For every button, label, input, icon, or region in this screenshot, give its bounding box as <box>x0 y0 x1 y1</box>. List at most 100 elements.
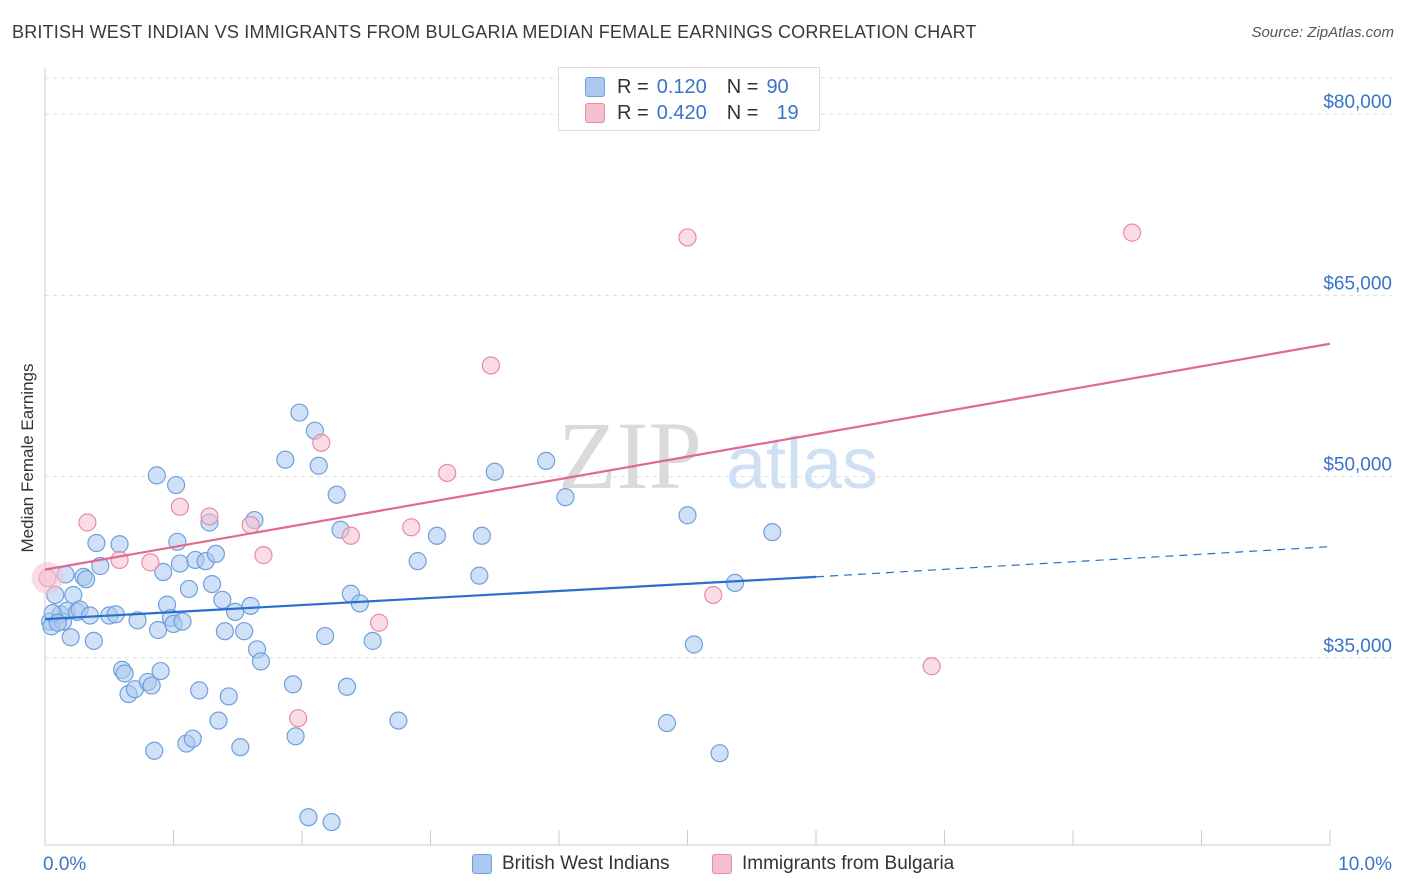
pink-point <box>254 546 273 565</box>
pink-point-large <box>31 562 64 595</box>
y-axis-label: Median Female Earnings <box>18 363 37 553</box>
blue-point <box>235 622 254 641</box>
pink-point <box>402 518 421 537</box>
blue-point <box>408 552 427 571</box>
pink-point <box>110 550 129 570</box>
blue-point <box>190 681 209 700</box>
source-label: Source: ZipAtlas.com <box>1251 24 1394 41</box>
legend-n-value: 90 <box>766 75 789 98</box>
blue-point <box>678 506 697 525</box>
watermark-zip: ZIP <box>558 402 702 509</box>
blue-point <box>309 456 328 475</box>
blue-point <box>299 808 318 827</box>
blue-point <box>128 611 147 630</box>
blue-point <box>77 570 96 589</box>
blue-point <box>322 812 341 832</box>
pink-point <box>141 553 160 572</box>
legend-r-value: 0.420 <box>656 101 707 124</box>
blue-point <box>657 713 677 733</box>
trend-lines <box>44 342 1331 621</box>
pink-point <box>78 513 97 532</box>
bottom-legend-label-blue: British West Indians <box>502 853 670 874</box>
legend-swatch-blue <box>585 77 605 97</box>
pink-point <box>241 515 260 535</box>
chart-title: BRITISH WEST INDIAN VS IMMIGRANTS FROM B… <box>12 22 977 42</box>
legend-r-label: R = <box>617 75 649 98</box>
pink-point <box>438 463 457 483</box>
blue-point <box>470 566 489 585</box>
blue-point <box>710 744 729 763</box>
legend-r-value: 0.120 <box>656 75 707 98</box>
legend-r-label: R = <box>617 101 649 124</box>
blue-point <box>179 579 199 599</box>
blue-point <box>219 687 238 706</box>
blue-point <box>763 523 782 542</box>
blue-point <box>213 590 232 609</box>
blue-point <box>170 554 190 573</box>
blue-point <box>363 631 382 650</box>
blue-point <box>286 727 305 746</box>
pink-point <box>200 507 219 526</box>
tick-labels: $80,000 $65,000 $50,000 $35,000 0.0% 10.0% <box>43 92 1392 875</box>
correlation-legend: R = 0.120 N = 90 R = 0.420 N = 19 <box>558 67 820 131</box>
x-tick-label: 10.0% <box>1338 854 1392 875</box>
pink-point <box>922 657 941 676</box>
blue-point <box>166 475 186 495</box>
trend-line-blue-dashed <box>815 546 1331 578</box>
blue-point <box>427 526 447 545</box>
axes <box>44 68 1331 846</box>
blue-point <box>145 741 164 760</box>
pink-point <box>704 585 723 605</box>
bottom-legend-swatch-pink <box>712 854 732 874</box>
blue-point <box>226 602 245 621</box>
blue-point <box>472 526 491 545</box>
blue-point <box>290 403 309 422</box>
blue-point <box>231 738 250 757</box>
blue-point <box>283 675 303 694</box>
legend-swatch-pink <box>585 103 605 123</box>
blue-point <box>173 612 192 631</box>
blue-point <box>350 594 369 613</box>
blue-point <box>251 652 270 671</box>
legend-n-label: N = <box>726 101 759 124</box>
blue-point <box>537 451 556 470</box>
legend-row-pink: R = 0.420 N = 19 <box>585 100 799 126</box>
blue-point <box>142 676 161 695</box>
blue-point <box>209 711 228 730</box>
data-points <box>31 223 1142 832</box>
blue-point <box>241 596 260 615</box>
blue-point <box>110 535 129 554</box>
blue-point <box>147 466 166 485</box>
legend-row-blue: R = 0.120 N = 90 <box>585 74 789 100</box>
pink-point <box>370 613 389 632</box>
blue-point <box>725 573 745 592</box>
blue-point <box>337 677 357 696</box>
bottom-legend-pink: Immigrants from Bulgaria <box>712 852 954 876</box>
pink-point <box>341 526 360 545</box>
blue-point <box>215 622 234 641</box>
pink-point <box>312 433 331 452</box>
blue-point <box>556 488 575 507</box>
blue-point <box>148 620 168 640</box>
blue-point <box>485 462 504 481</box>
blue-point <box>115 664 134 683</box>
y-tick-label: $50,000 <box>1323 455 1392 476</box>
blue-point <box>316 626 335 646</box>
blue-point <box>151 661 170 681</box>
bottom-legend-blue: British West Indians <box>472 852 670 876</box>
watermark: ZIP atlas <box>558 402 878 509</box>
pink-point <box>678 228 697 247</box>
blue-point <box>327 485 346 504</box>
pink-point <box>289 709 308 728</box>
y-tick-label: $80,000 <box>1323 92 1392 113</box>
blue-point <box>154 562 173 582</box>
blue-point <box>389 711 408 730</box>
blue-point <box>202 574 222 594</box>
trend-line-blue <box>44 575 817 621</box>
bottom-legend-label-pink: Immigrants from Bulgaria <box>742 853 955 874</box>
blue-point <box>684 635 704 654</box>
pink-point <box>1123 223 1142 242</box>
blue-point <box>61 628 80 647</box>
pink-point <box>170 497 190 516</box>
